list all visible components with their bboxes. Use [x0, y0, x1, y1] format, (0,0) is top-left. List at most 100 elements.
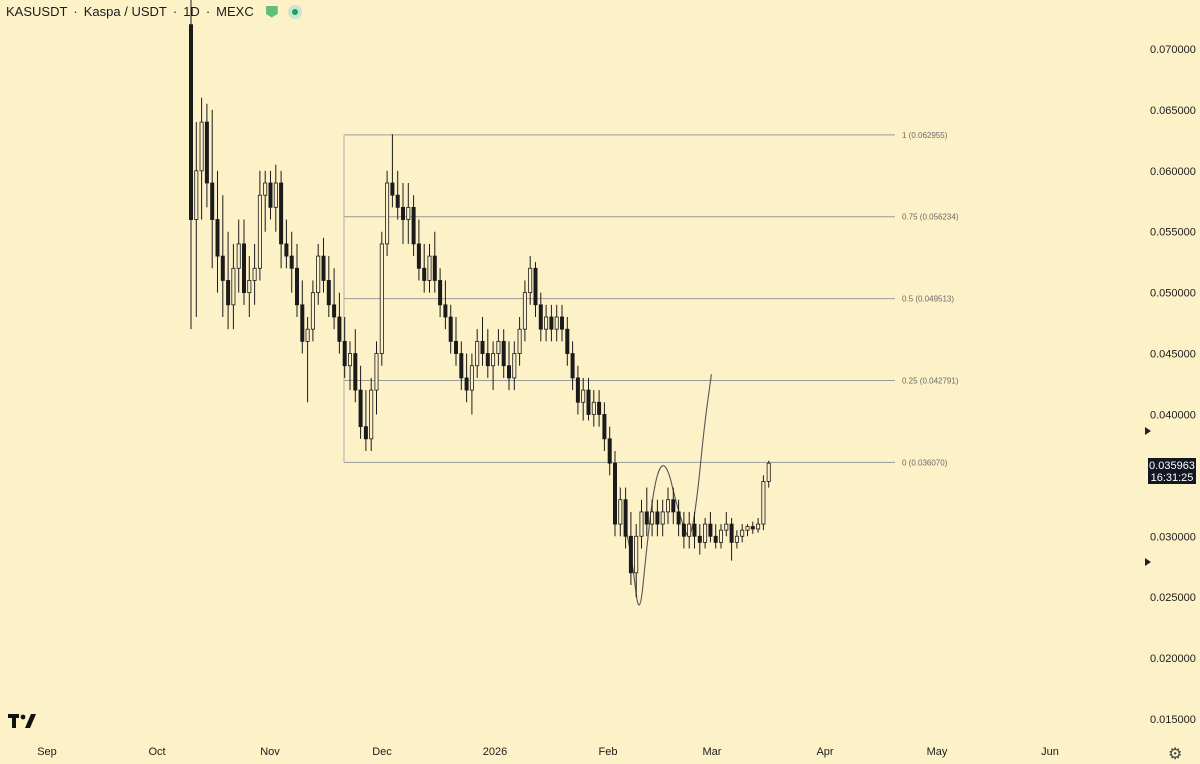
separator: ·	[73, 4, 78, 19]
bookmark-icon[interactable]	[265, 5, 278, 18]
fib-level-label: 0.75 (0.056234)	[902, 213, 959, 222]
candle	[480, 317, 485, 366]
candle	[544, 304, 549, 342]
fib-level-label: 1 (0.062955)	[902, 131, 948, 140]
candle	[332, 268, 337, 330]
price-tick-label: 0.060000	[1150, 166, 1196, 178]
candle	[347, 341, 352, 391]
time-tick-label: Feb	[599, 746, 618, 758]
market-status-icon[interactable]	[287, 4, 302, 19]
candle	[358, 365, 363, 439]
exchange-label: MEXC	[216, 4, 254, 19]
fib-level-label: 0 (0.036070)	[902, 458, 948, 467]
candle	[321, 237, 326, 293]
candle	[703, 518, 708, 549]
candle	[400, 183, 405, 244]
candle	[310, 280, 315, 342]
candle	[199, 97, 204, 220]
price-tick-label: 0.065000	[1150, 105, 1196, 117]
candle	[395, 170, 400, 220]
candle	[337, 292, 342, 354]
candle	[554, 304, 559, 342]
candle	[528, 256, 533, 305]
candle	[241, 219, 246, 305]
candle	[226, 231, 231, 330]
candles	[188, 0, 771, 598]
countdown-label: 16:31:25	[1151, 472, 1194, 484]
tradingview-logo-icon[interactable]	[8, 714, 36, 730]
candle	[671, 487, 676, 525]
candle	[326, 256, 331, 317]
time-axis[interactable]: Sep Oct Nov Dec 2026 Feb Mar Apr May Jun	[37, 746, 1059, 758]
candle	[369, 377, 374, 451]
time-tick-label: Mar	[703, 746, 722, 758]
time-tick-label: Oct	[148, 746, 165, 758]
candle	[204, 103, 209, 208]
candle	[602, 402, 607, 451]
candle	[591, 390, 596, 427]
candle	[618, 487, 623, 537]
candle	[697, 524, 702, 555]
candle	[406, 183, 411, 244]
price-badge[interactable]: 0.035963 16:31:25	[1148, 458, 1196, 484]
symbol-text: KASUSDT	[6, 4, 68, 19]
fibonacci-retracement[interactable]: 1 (0.062955) 0.75 (0.056234) 0.5 (0.049513…	[343, 131, 959, 468]
interval-label[interactable]: 1D	[183, 4, 200, 19]
gear-icon[interactable]: ⚙	[1168, 746, 1183, 763]
candle	[607, 426, 612, 476]
candle	[681, 511, 686, 549]
price-tick-label: 0.020000	[1150, 653, 1196, 665]
candle	[496, 329, 501, 366]
candle	[379, 231, 384, 366]
separator: ·	[172, 4, 178, 19]
candle	[644, 487, 649, 537]
triangle-right-icon[interactable]	[1145, 558, 1151, 566]
candle	[517, 317, 522, 366]
candle	[549, 304, 554, 342]
candle	[724, 511, 729, 537]
price-tick-label: 0.015000	[1150, 714, 1196, 726]
candle	[533, 262, 538, 317]
candle	[613, 451, 618, 537]
price-tick-label: 0.045000	[1150, 349, 1196, 361]
candle	[750, 521, 755, 534]
candle	[188, 0, 193, 330]
candle	[294, 243, 299, 317]
symbol-description: Kaspa / USDT	[83, 4, 167, 19]
candle	[581, 377, 586, 421]
candle	[713, 524, 718, 549]
candle	[522, 280, 527, 342]
price-tick-label: 0.030000	[1150, 531, 1196, 543]
candle	[438, 268, 443, 317]
candle	[236, 219, 241, 293]
candle	[220, 195, 225, 317]
symbol-header[interactable]: KASUSDT · Kaspa / USDT · 1D · MEXC	[6, 4, 302, 19]
time-tick-label: Sep	[37, 746, 57, 758]
candle	[560, 304, 565, 342]
price-tick-label: 0.050000	[1150, 288, 1196, 300]
candle	[464, 353, 469, 403]
candle	[289, 231, 294, 293]
candle	[729, 518, 734, 561]
candle	[485, 329, 490, 378]
candle	[353, 329, 358, 403]
candle	[501, 329, 506, 378]
candle	[650, 499, 655, 537]
candle	[374, 341, 379, 415]
candle	[231, 243, 236, 330]
price-axis[interactable]: 0.070000 0.065000 0.060000 0.055000 0.050000…	[1150, 44, 1196, 726]
candle	[390, 134, 395, 208]
candle	[719, 524, 724, 549]
candle	[666, 487, 671, 525]
candle	[756, 518, 761, 533]
time-tick-label: Apr	[816, 746, 833, 758]
candle	[634, 524, 639, 598]
candle	[628, 511, 633, 585]
price-tick-label: 0.055000	[1150, 227, 1196, 239]
candle	[247, 256, 252, 317]
candle	[268, 170, 273, 220]
candle	[300, 280, 305, 354]
separator: ·	[205, 4, 211, 19]
triangle-right-icon[interactable]	[1145, 427, 1151, 435]
